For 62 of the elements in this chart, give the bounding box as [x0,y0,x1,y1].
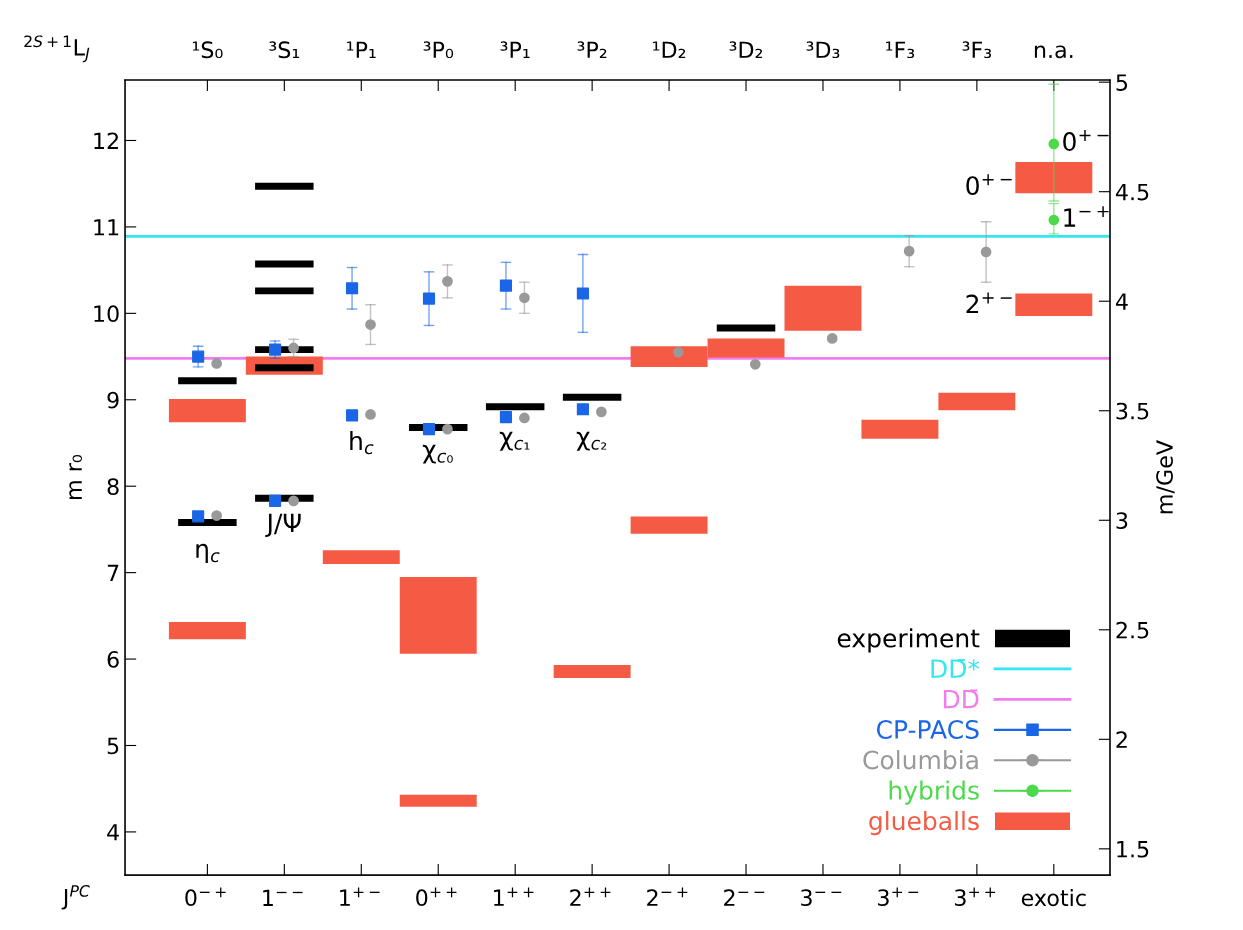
text: ³F₃ [962,41,992,59]
text: ³P₂ [577,41,607,58]
y2-tick-label: 2 [1116,731,1127,748]
legend-label: experiment [837,628,980,653]
y-tick-label: 4 [107,824,119,841]
x-tick-label: 3$^{−−}$ [801,889,842,907]
annotation: 1$^{−+}$ [1064,206,1109,227]
y-tick-label: 8 [107,478,119,495]
x-tick-label: 1$^{−−}$ [263,889,303,906]
y-tick-label: 6 [107,651,119,668]
legend-label: hybrids [889,780,979,805]
legend-label: CP-PACS [876,720,979,739]
y-axis-title: m r₀ [69,454,82,499]
annotation: η$_{c}$ [196,543,220,564]
y-tick-label: 7 [107,564,119,582]
x-tick-label: 1$^{++}$ [494,887,534,906]
text: ¹S₀ [192,41,223,59]
text: ³P₁ [500,41,530,58]
text: n.a. [1034,45,1073,59]
text: ³P₀ [423,41,454,59]
y2-tick-label: 3.5 [1116,402,1149,420]
text: ³D₂ [729,41,763,58]
annotation: h$_{c}$ [350,430,374,455]
x-axis-title: J$^{PC}$ [61,885,90,910]
y2-tick-label: 3 [1116,512,1128,530]
text: ³S₁ [269,41,300,59]
annotation: J/Ψ [265,513,301,537]
x-tick-label: 3$^{+−}$ [878,887,919,907]
y-tick-label: 12 [94,132,118,149]
x-tick-label: 2$^{−+}$ [647,887,688,906]
legend-label: DD̄* [931,659,980,678]
y2-tick-label: 2.5 [1116,621,1149,639]
y-tick-label: 9 [107,391,119,409]
x-tick-label: 1$^{+−}$ [340,887,380,906]
annotation: 2$^{+−}$ [966,292,1012,314]
y2-tick-label: 1.5 [1117,841,1149,858]
y-tick-label: 10 [94,305,119,323]
legend-label: Columbia [863,750,978,770]
y-tick-label: 5 [107,737,119,755]
text: ¹F₃ [886,41,915,59]
y2-axis-title: m/GeV [1156,440,1175,514]
x-tick-label: exotic [1021,889,1086,907]
y2-tick-label: 5 [1116,74,1128,91]
y2-tick-label: 4 [1115,293,1128,310]
annotation: 0$^{+−}$ [1063,130,1109,151]
annotation: χ$_{c₁}$ [499,431,530,451]
annotation: χ$_{c₂}$ [576,431,607,451]
y-tick-label: 11 [94,219,119,236]
x-tick-label: 0$^{−+}$ [185,887,226,907]
x-tick-label: 0$^{++}$ [416,887,457,907]
legend-label: DD̄ [943,689,979,709]
x2-axis-title: $^{2S+1}$L$_{J}$ [24,35,90,63]
x-tick-label: 3$^{++}$ [955,887,996,907]
annotation: 0$^{+−}$ [966,174,1012,196]
x-tick-label: 2$^{++}$ [570,887,611,906]
x-tick-label: 2$^{−−}$ [724,889,765,906]
text: ¹P₁ [347,41,376,58]
annotation: χ$_{c₀}$ [422,444,453,464]
text: ³D₃ [806,41,840,59]
legend-label: glueballs [869,810,979,836]
text: ¹D₂ [653,41,686,58]
y2-tick-label: 4.5 [1115,183,1149,201]
